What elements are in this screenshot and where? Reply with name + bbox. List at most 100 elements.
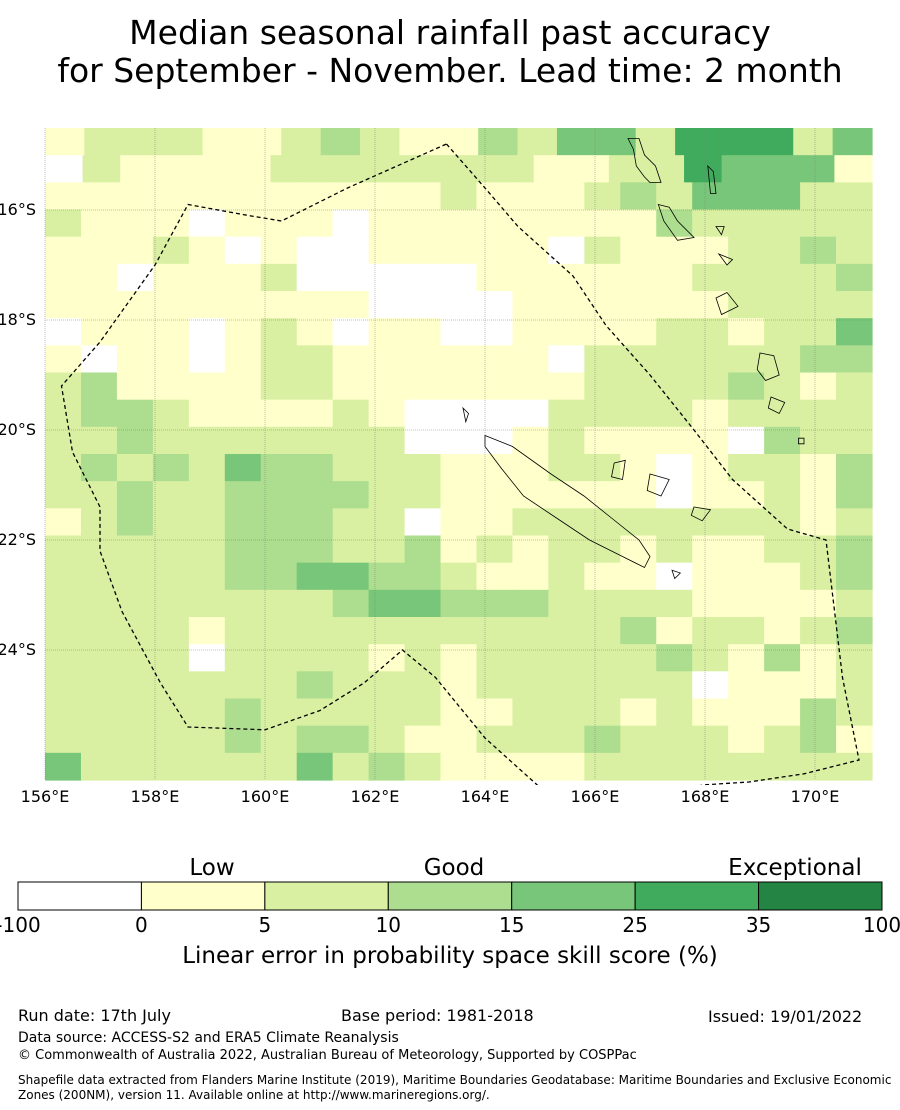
eez-boundary bbox=[60, 143, 860, 785]
skill-cell bbox=[635, 128, 676, 156]
skill-cell bbox=[800, 725, 837, 754]
island-outline bbox=[767, 396, 786, 415]
skill-cell bbox=[476, 644, 514, 672]
skill-cell bbox=[116, 209, 154, 238]
skill-cell bbox=[800, 236, 837, 265]
skill-cell bbox=[116, 318, 154, 346]
skill-cell bbox=[620, 182, 657, 211]
skill-cell bbox=[404, 698, 442, 727]
skill-cell bbox=[800, 426, 837, 455]
skill-cell bbox=[260, 263, 298, 292]
skill-cell bbox=[120, 155, 159, 183]
skill-cell bbox=[728, 426, 765, 455]
skill-cell bbox=[675, 128, 716, 156]
skill-cell bbox=[332, 671, 370, 700]
skill-cell bbox=[296, 399, 334, 428]
skill-cell bbox=[512, 291, 549, 319]
skill-cell bbox=[836, 263, 873, 292]
skill-cell bbox=[584, 182, 621, 211]
skill-cell bbox=[548, 345, 585, 374]
skill-cell bbox=[512, 617, 549, 645]
island-outline bbox=[707, 164, 717, 194]
skill-cell bbox=[548, 644, 585, 672]
skill-cell bbox=[45, 725, 82, 754]
skill-cell bbox=[692, 318, 729, 346]
skill-cell bbox=[728, 752, 765, 781]
skill-cell bbox=[260, 589, 298, 618]
skill-cell bbox=[608, 155, 648, 183]
skill-cell bbox=[224, 671, 262, 700]
skill-cell bbox=[368, 236, 406, 265]
skill-cell bbox=[440, 562, 478, 591]
colorbar-bin bbox=[634, 881, 760, 911]
skill-cell bbox=[656, 671, 693, 700]
skill-cell bbox=[80, 454, 118, 482]
lon-tick-label: 160°E bbox=[240, 787, 290, 806]
skill-cell bbox=[116, 454, 154, 482]
colorbar-label: Linear error in probability space skill … bbox=[182, 943, 718, 969]
skill-cell bbox=[224, 318, 262, 346]
skill-cell bbox=[163, 128, 204, 156]
skill-cell bbox=[368, 263, 406, 292]
skill-cell bbox=[440, 372, 478, 401]
skill-cell bbox=[360, 128, 401, 156]
skill-cell bbox=[440, 671, 478, 700]
skill-cell bbox=[476, 345, 514, 374]
skill-cell bbox=[800, 589, 837, 618]
skill-cell bbox=[368, 671, 406, 700]
skill-cell bbox=[584, 617, 621, 645]
skill-cell bbox=[800, 263, 837, 292]
colorbar-tick: 10 bbox=[375, 913, 401, 937]
skill-cell bbox=[548, 291, 585, 319]
skill-cell bbox=[188, 318, 226, 346]
skill-cell bbox=[296, 426, 334, 455]
shapefile-credit: Shapefile data extracted from Flanders M… bbox=[18, 1073, 892, 1102]
skill-cell bbox=[404, 725, 442, 754]
skill-cell bbox=[45, 318, 82, 346]
skill-cell bbox=[764, 752, 801, 781]
skill-cell bbox=[224, 372, 262, 401]
skill-cell bbox=[332, 182, 370, 211]
skill-cell bbox=[332, 426, 370, 455]
skill-cell bbox=[759, 155, 798, 183]
skill-cell bbox=[45, 752, 82, 781]
colorbar-tick: 15 bbox=[498, 913, 525, 937]
skill-cell bbox=[188, 508, 226, 537]
skill-cell bbox=[368, 318, 406, 346]
skill-cell bbox=[332, 291, 370, 319]
skill-cell bbox=[512, 426, 549, 455]
skill-cell bbox=[152, 263, 190, 292]
skill-cell bbox=[404, 752, 442, 781]
skill-cell bbox=[368, 182, 406, 211]
skill-cell bbox=[584, 535, 621, 564]
skill-cell bbox=[548, 725, 585, 754]
skill-cell bbox=[224, 481, 262, 509]
skill-cell bbox=[728, 671, 765, 700]
skill-cell bbox=[584, 236, 621, 265]
skill-cell bbox=[836, 291, 873, 319]
skill-cell bbox=[188, 725, 226, 754]
skill-cell bbox=[368, 209, 406, 238]
skill-cell bbox=[404, 318, 442, 346]
skill-cell bbox=[368, 372, 406, 401]
skill-cell bbox=[332, 345, 370, 374]
skill-cell bbox=[692, 562, 729, 591]
skill-cell bbox=[656, 426, 693, 455]
skill-cell bbox=[584, 426, 621, 455]
skill-cell bbox=[836, 426, 873, 455]
base-period: Base period: 1981-2018 bbox=[341, 1006, 534, 1025]
lon-tick-label: 164°E bbox=[460, 787, 510, 806]
skill-cell bbox=[692, 671, 729, 700]
skill-cell bbox=[188, 182, 226, 211]
skill-cell bbox=[800, 345, 837, 374]
island-outline bbox=[715, 291, 739, 316]
skill-cell bbox=[548, 263, 585, 292]
skill-cell bbox=[260, 617, 298, 645]
skill-cell bbox=[296, 644, 334, 672]
skill-cell bbox=[800, 535, 837, 564]
skill-cell bbox=[440, 589, 478, 618]
skill-cell bbox=[620, 454, 657, 482]
skill-cell bbox=[692, 372, 729, 401]
skill-cell bbox=[332, 372, 370, 401]
skill-cell bbox=[512, 399, 549, 428]
